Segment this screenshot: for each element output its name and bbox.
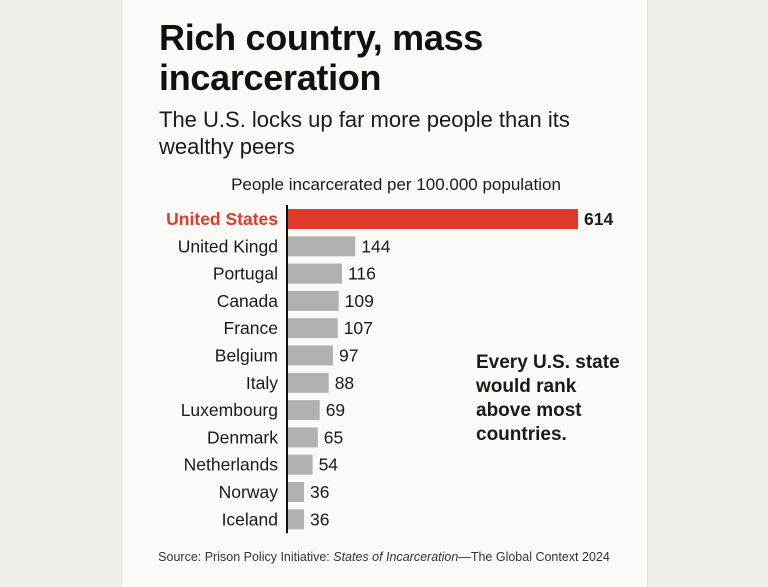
source-note: Source: Prison Policy Initiative: States… — [0, 550, 768, 564]
category-label: Netherlands — [184, 455, 279, 475]
category-label: Italy — [246, 373, 278, 393]
category-label: Denmark — [207, 427, 278, 447]
annotation-note: Every U.S. state would rank above most c… — [476, 352, 620, 445]
value-label: 107 — [344, 318, 373, 338]
bar-united-states — [287, 209, 578, 229]
value-label: 54 — [319, 455, 339, 475]
value-label: 109 — [345, 291, 374, 311]
bar-france — [287, 318, 338, 339]
category-label: Portugal — [213, 264, 278, 284]
source-title: States of Incarceration — [333, 550, 459, 564]
value-label: 144 — [361, 236, 390, 256]
bar-canada — [287, 290, 339, 311]
bar-norway — [287, 482, 305, 502]
category-label: United Kingd — [178, 236, 278, 256]
category-label: France — [224, 318, 278, 338]
category-label: Belgium — [215, 346, 278, 366]
source-suffix: —The Global Context 2024 — [458, 550, 610, 564]
bar-netherlands — [287, 454, 313, 475]
value-label: 88 — [335, 373, 354, 393]
axis-title: People incarcerated per 100.000 populati… — [231, 175, 561, 194]
value-label: 97 — [339, 346, 358, 366]
value-label: 36 — [310, 482, 329, 502]
category-label: Luxembourg — [181, 400, 278, 420]
bar-portugal — [287, 263, 342, 284]
source-prefix: Source: Prison Policy Initiative: — [158, 550, 334, 564]
bar-luxembourg — [287, 400, 320, 421]
value-label: 36 — [310, 509, 329, 529]
category-label: Iceland — [222, 509, 278, 529]
bar-united-kingd — [287, 236, 356, 257]
chart-subtitle: The U.S. locks up far more people than i… — [159, 107, 570, 159]
category-label: United States — [166, 209, 278, 229]
category-label: Norway — [219, 482, 279, 502]
value-label: 69 — [326, 400, 345, 420]
value-label: 65 — [324, 427, 343, 447]
bar-italy — [287, 372, 329, 393]
chart-card — [121, 0, 648, 587]
bar-iceland — [287, 509, 305, 530]
category-label: Canada — [217, 291, 279, 311]
value-label: 614 — [584, 209, 613, 229]
bar-denmark — [287, 427, 318, 448]
bar-belgium — [287, 345, 333, 366]
value-label: 116 — [348, 264, 376, 284]
chart-title: Rich country, mass incarceration — [159, 17, 484, 98]
